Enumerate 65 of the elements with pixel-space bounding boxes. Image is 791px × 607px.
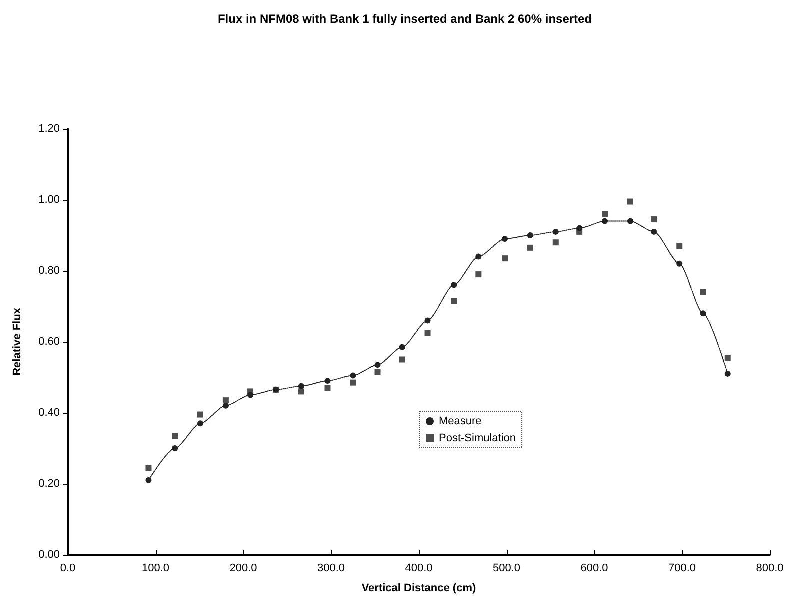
point	[146, 465, 152, 472]
point	[172, 433, 178, 440]
x-tick-label: 700.0	[668, 562, 696, 574]
point	[576, 225, 583, 232]
x-tick-label: 800.0	[756, 562, 784, 574]
point	[146, 477, 152, 484]
x-tick-label: 0.0	[60, 562, 76, 574]
x-tick-label: 400.0	[405, 562, 433, 574]
point	[399, 356, 406, 363]
point	[552, 240, 559, 246]
y-tick-label: 0.40	[38, 407, 60, 419]
point	[399, 344, 406, 350]
y-tick-label: 0.00	[38, 549, 60, 561]
point	[676, 260, 683, 267]
point	[602, 211, 608, 218]
point	[424, 318, 431, 324]
point	[350, 372, 356, 379]
legend-label: Post-Simulation	[439, 432, 516, 444]
y-tick-label: 1.20	[38, 123, 60, 135]
point	[451, 282, 458, 288]
point	[527, 232, 534, 238]
point	[700, 310, 706, 317]
point	[627, 218, 634, 224]
point	[676, 243, 683, 250]
point	[424, 330, 431, 336]
point	[724, 354, 731, 361]
x-tick-label: 600.0	[580, 562, 608, 574]
point	[198, 420, 204, 427]
point	[651, 228, 658, 235]
point	[324, 378, 331, 384]
y-tick-label: 0.80	[38, 265, 60, 277]
point	[298, 388, 304, 395]
x-tick-label: 200.0	[230, 562, 258, 574]
point	[374, 362, 381, 368]
point	[627, 198, 634, 205]
y-tick-label: 1.00	[38, 194, 60, 206]
point	[700, 289, 706, 296]
chart-title: Flux in NFM08 with Bank 1 fully inserted and Bank 2 60% inserted	[218, 12, 592, 26]
legend-label: Measure	[439, 416, 482, 428]
point	[502, 256, 508, 262]
x-tick-label: 300.0	[317, 562, 346, 574]
point	[198, 412, 204, 418]
point	[222, 402, 229, 409]
point	[552, 228, 559, 235]
point	[350, 380, 356, 386]
point	[724, 370, 731, 377]
x-axis-title: Vertical Distance (cm)	[362, 582, 476, 594]
point	[248, 392, 254, 398]
y-tick-label: 0.60	[38, 336, 60, 348]
point	[602, 218, 608, 224]
x-tick-label: 100.0	[142, 562, 170, 574]
point	[476, 254, 482, 260]
point	[222, 398, 229, 404]
point	[298, 383, 304, 390]
point	[172, 446, 178, 452]
point	[476, 272, 482, 278]
y-axis-title: Relative Flux	[12, 307, 24, 376]
y-tick-label: 0.20	[38, 478, 60, 490]
point	[451, 298, 458, 304]
point	[651, 216, 658, 223]
point	[527, 244, 534, 251]
point	[374, 369, 381, 376]
point	[502, 236, 508, 242]
x-tick-label: 500.0	[492, 562, 521, 574]
point	[324, 385, 331, 392]
